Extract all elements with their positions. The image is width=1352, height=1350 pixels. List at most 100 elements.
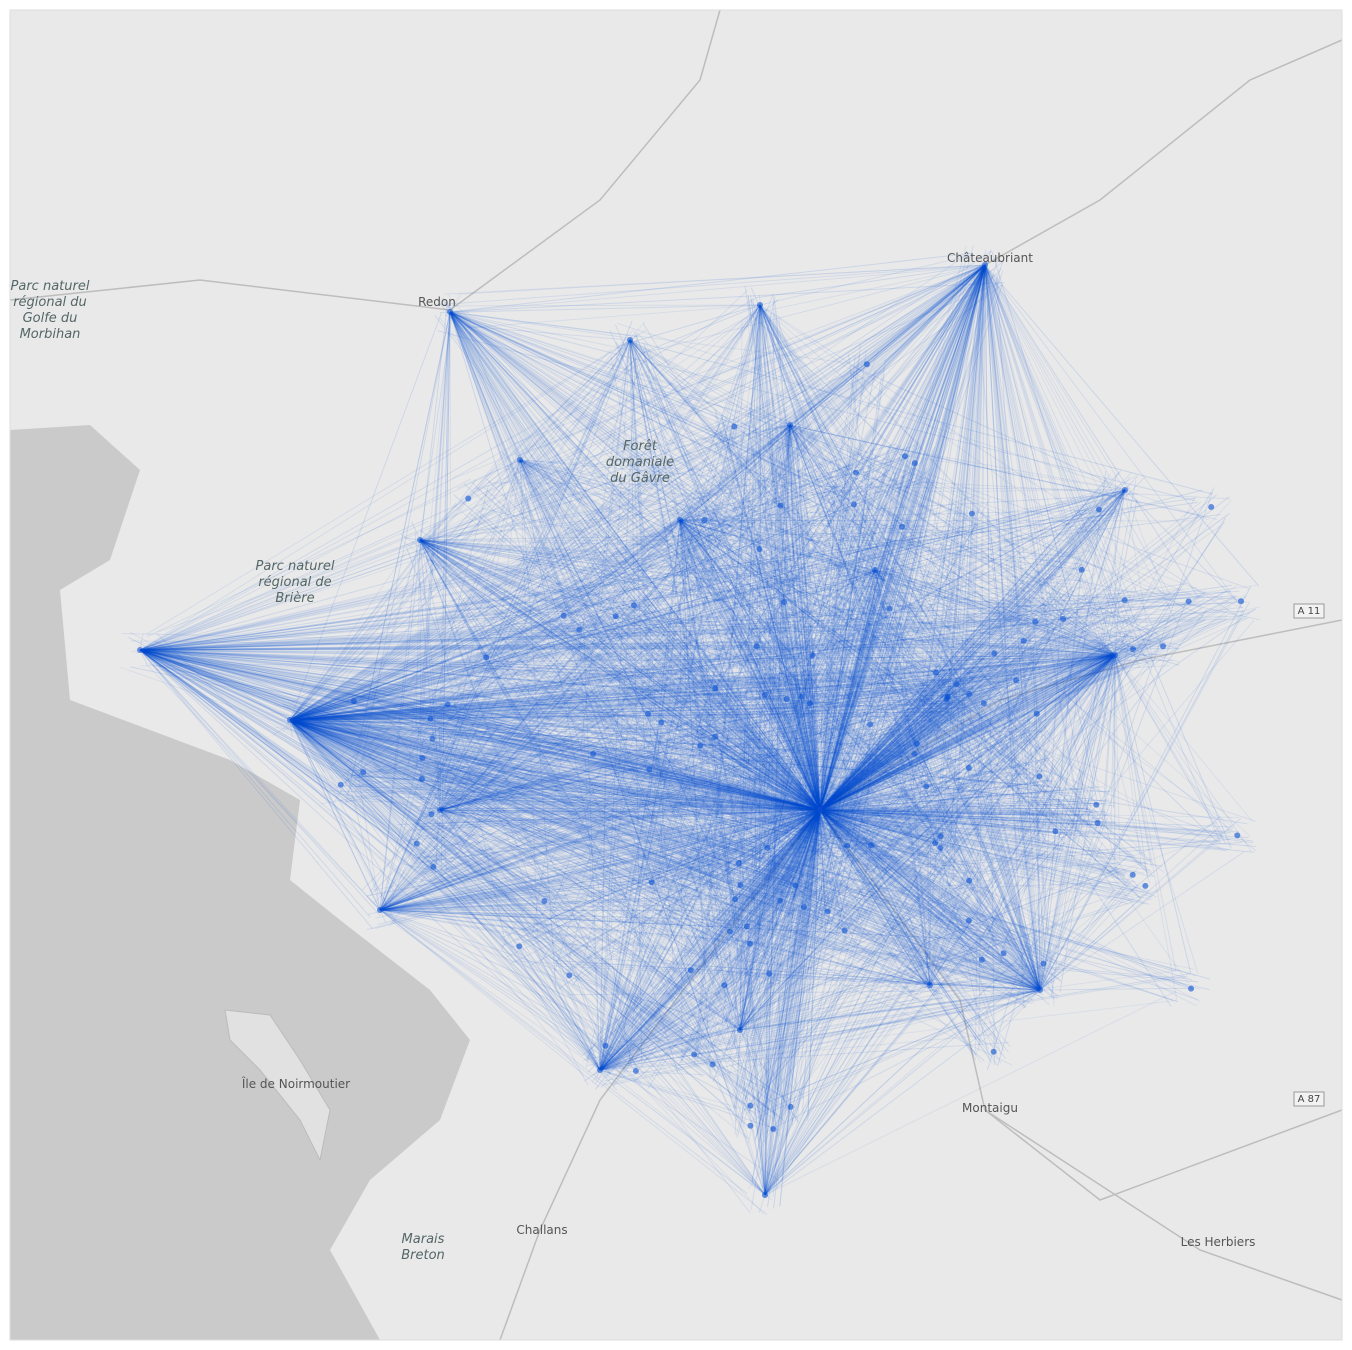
flow-line	[700, 675, 821, 811]
flow-line	[289, 719, 420, 776]
flow-line	[819, 809, 1129, 890]
flow-line	[289, 606, 1244, 721]
flow-line	[414, 760, 821, 811]
flow-line	[289, 645, 1125, 721]
flow-line	[696, 809, 821, 968]
flow-line	[819, 809, 844, 912]
flow-line	[547, 809, 821, 882]
flow-node	[944, 694, 951, 701]
flow-line	[289, 719, 987, 970]
flow-line	[729, 809, 821, 873]
flow-node	[853, 469, 860, 476]
flow-line	[819, 507, 1101, 811]
flow-line	[798, 500, 821, 811]
flow-line	[819, 522, 1081, 811]
flow-line	[819, 671, 1121, 811]
flow-node	[824, 908, 831, 915]
flow-line	[738, 809, 821, 1089]
flow-line	[637, 624, 821, 811]
flow-line	[819, 256, 1000, 811]
flow-line	[351, 708, 821, 811]
flow-line	[735, 809, 821, 941]
flow-line	[647, 779, 821, 811]
flow-line	[289, 719, 337, 783]
flow-node	[753, 643, 760, 650]
flow-line	[819, 471, 931, 811]
flow-line	[369, 809, 821, 891]
flow-line	[796, 591, 821, 811]
flow-node	[447, 309, 453, 315]
flow-line	[550, 628, 821, 811]
flow-line	[819, 657, 1146, 811]
flow-line	[742, 809, 821, 1128]
flow-line	[819, 809, 978, 960]
flow-line	[782, 809, 821, 912]
flow-line	[289, 584, 1257, 721]
flow-line	[678, 809, 821, 1036]
flow-line	[289, 719, 941, 848]
flow-line	[773, 809, 821, 843]
flow-line	[621, 629, 821, 811]
flow-node	[648, 879, 655, 886]
flow-line	[819, 632, 1054, 811]
flow-line	[732, 809, 821, 926]
flow-line	[819, 809, 1058, 960]
flow-line	[678, 809, 821, 1066]
flow-node	[787, 422, 793, 428]
flow-line	[761, 809, 821, 1188]
flow-line	[819, 809, 999, 1041]
flow-line	[819, 809, 1005, 973]
flow-line	[440, 733, 821, 811]
flow-line	[819, 694, 968, 811]
flow-line	[819, 809, 1019, 971]
flow-line	[819, 481, 933, 811]
flow-line	[819, 809, 1044, 973]
flow-line	[733, 809, 821, 1112]
flow-line	[819, 596, 1224, 811]
flow-line	[819, 689, 930, 811]
flow-line	[289, 539, 684, 721]
flow-line	[769, 655, 821, 811]
flow-line	[502, 451, 821, 811]
flow-line	[289, 719, 922, 856]
flow-line	[289, 621, 776, 721]
flow-line	[270, 711, 821, 811]
flow-line	[756, 809, 821, 1100]
flow-node	[777, 897, 784, 904]
flow-node	[968, 510, 975, 517]
flow-line	[819, 679, 944, 811]
flow-line	[683, 809, 821, 959]
flow-line	[475, 508, 821, 811]
flow-line	[727, 809, 821, 942]
flow-line	[444, 729, 821, 811]
flow-line	[421, 785, 821, 811]
flow-line	[630, 701, 821, 811]
flow-node	[743, 923, 750, 930]
flow-line	[484, 487, 821, 811]
flow-line	[426, 735, 821, 811]
flow-line	[152, 657, 821, 811]
flow-line	[753, 701, 821, 811]
flow-line	[420, 725, 821, 811]
flow-node	[1121, 597, 1128, 604]
flow-line	[775, 556, 821, 811]
flow-line	[450, 809, 821, 882]
flow-line	[366, 809, 821, 897]
flow-line	[780, 707, 821, 811]
flow-line	[819, 771, 963, 811]
flow-line	[819, 704, 949, 811]
flow-line	[440, 713, 821, 811]
flow-line	[819, 809, 831, 910]
flow-line	[819, 809, 840, 824]
flow-line	[587, 619, 821, 811]
flow-line	[819, 807, 1088, 811]
flow-line	[289, 719, 429, 733]
flow-line	[795, 684, 821, 811]
flow-line	[819, 809, 963, 962]
flow-line	[289, 719, 712, 1058]
flow-line	[819, 510, 963, 811]
flow-line	[728, 809, 821, 969]
flow-line	[289, 404, 795, 721]
flow-line	[718, 727, 821, 811]
flow-line	[819, 809, 989, 921]
